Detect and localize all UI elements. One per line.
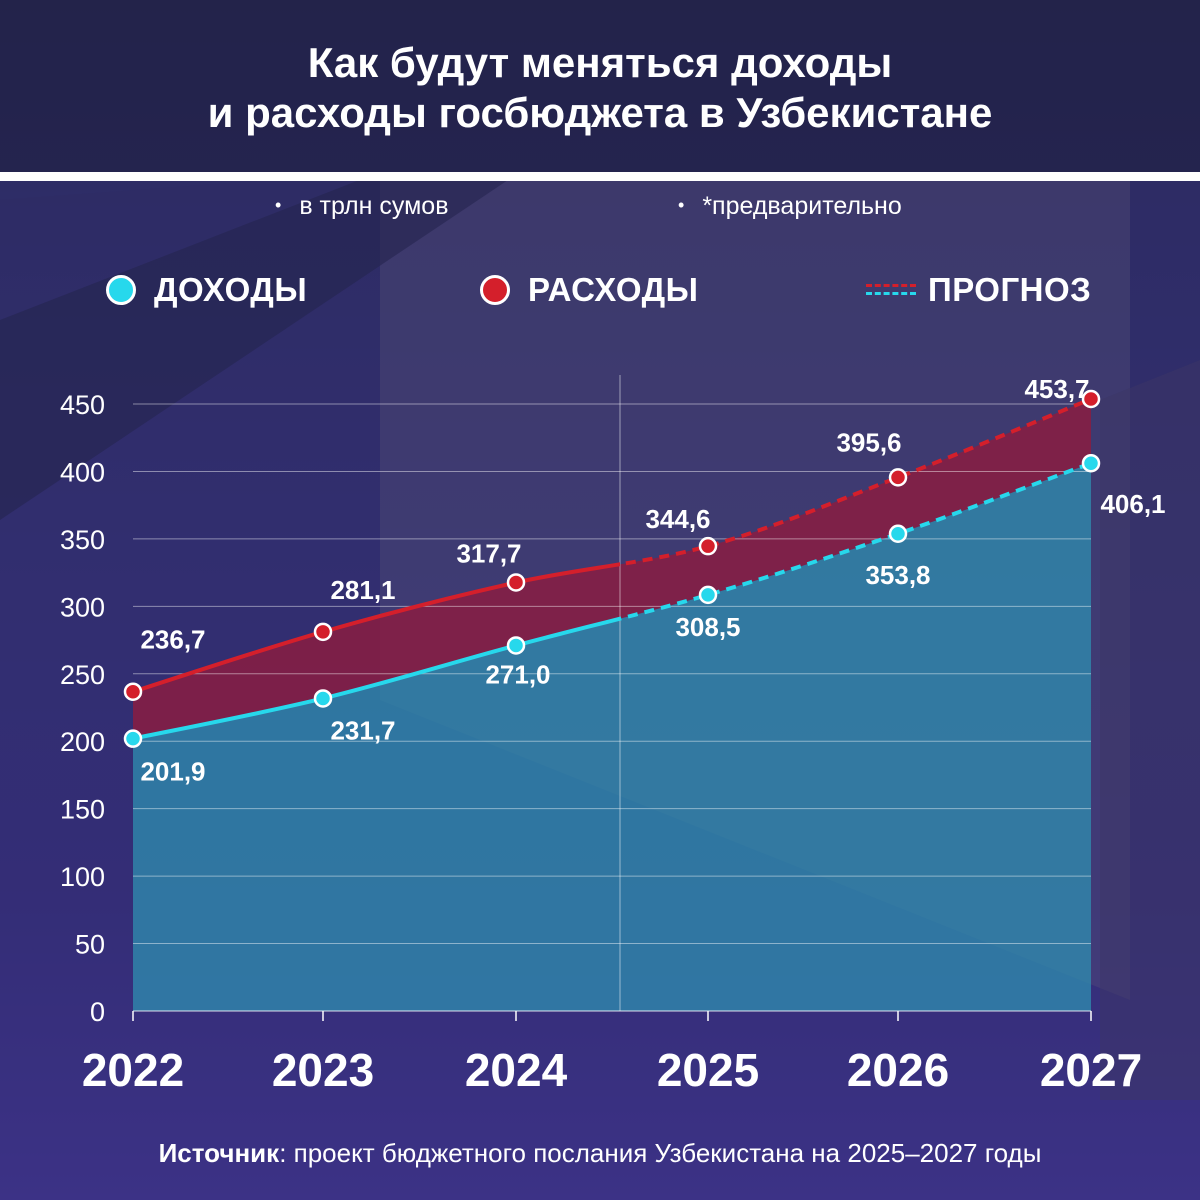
y-tick-label: 450 [60, 390, 105, 420]
source-text: : проект бюджетного послания Узбекистана… [279, 1138, 1042, 1168]
legend-expenses: РАСХОДЫ [480, 268, 698, 312]
source-note: Источник: проект бюджетного послания Узб… [0, 1138, 1200, 1169]
expenses-dot-icon [480, 275, 510, 305]
y-tick-label: 300 [60, 592, 105, 622]
expenses-line [132, 562, 620, 694]
expenses-data-label: 344,6 [645, 504, 710, 534]
income-point [506, 636, 526, 655]
y-tick-label: 350 [60, 525, 105, 555]
expenses-data-label: 453,7 [1024, 374, 1089, 404]
expenses-point [123, 682, 143, 701]
bullet-icon: • [275, 195, 282, 215]
header-divider [0, 172, 1200, 181]
income-point [313, 689, 333, 708]
expenses-data-label: 317,7 [456, 538, 521, 568]
expenses-point [313, 622, 333, 642]
unit-note: • в трлн сумов [275, 192, 448, 221]
y-tick-label: 250 [60, 660, 105, 690]
y-tick-label: 0 [90, 997, 105, 1027]
unit-note-text: в трлн сумов [299, 192, 449, 220]
budget-chart: 0 50 100 150 200 250 300 350 400 450 236,7 281,1 317… [60, 374, 1165, 1096]
income-dot-icon [106, 275, 136, 305]
legend-income-label: ДОХОДЫ [154, 271, 308, 308]
income-data-label: 353,8 [865, 560, 930, 590]
income-data-label: 271,0 [485, 659, 550, 689]
income-line [132, 616, 620, 741]
legend-forecast-label: ПРОГНОЗ [928, 271, 1092, 308]
income-point [123, 729, 143, 748]
legend-expenses-label: РАСХОДЫ [528, 271, 699, 308]
legend-income: ДОХОДЫ [106, 268, 307, 312]
expenses-point [888, 468, 908, 487]
income-data-label: 201,9 [140, 757, 205, 787]
income-data-label: 406,1 [1100, 489, 1165, 519]
income-point [1081, 453, 1101, 473]
expenses-data-label: 395,6 [836, 427, 901, 457]
y-tick-label: 100 [60, 862, 105, 892]
y-tick-label: 50 [75, 930, 105, 960]
x-tick-label: 2027 [1040, 1044, 1142, 1096]
title-line-1: Как будут меняться доходы [307, 39, 893, 86]
y-tick-label: 150 [60, 795, 105, 825]
bullet-icon: • [678, 195, 685, 215]
expenses-point [698, 536, 718, 556]
title-line-2: и расходы госбюджета в Узбекистане [207, 89, 993, 136]
income-point [698, 585, 718, 605]
forecast-dashes-icon [866, 284, 916, 296]
preliminary-note: • *предварительно [678, 192, 902, 221]
expenses-forecast-line [620, 397, 1092, 567]
income-area [133, 463, 1091, 1012]
income-data-label: 308,5 [675, 612, 740, 642]
expenses-area [133, 399, 1091, 739]
income-forecast-line [620, 461, 1092, 621]
income-data-label: 231,7 [330, 715, 395, 745]
x-tick-label: 2025 [657, 1044, 759, 1096]
x-tick-label: 2022 [82, 1044, 184, 1096]
header-banner: Как будут меняться доходы и расходы госб… [0, 0, 1200, 172]
x-tick-label: 2026 [847, 1044, 949, 1096]
x-tick-label: 2024 [465, 1044, 568, 1096]
y-tick-label: 400 [60, 457, 105, 487]
income-point [888, 524, 908, 544]
page-title: Как будут меняться доходы и расходы госб… [0, 38, 1200, 138]
x-tick-label: 2023 [272, 1044, 374, 1096]
expenses-point [1081, 389, 1101, 409]
legend-forecast: ПРОГНОЗ [866, 268, 1091, 312]
expenses-point [506, 573, 526, 592]
preliminary-note-text: *предварительно [702, 192, 902, 220]
expenses-data-label: 236,7 [140, 625, 205, 655]
expenses-data-label: 281,1 [330, 575, 395, 605]
source-prefix: Источник [158, 1138, 280, 1168]
y-tick-label: 200 [60, 727, 105, 757]
